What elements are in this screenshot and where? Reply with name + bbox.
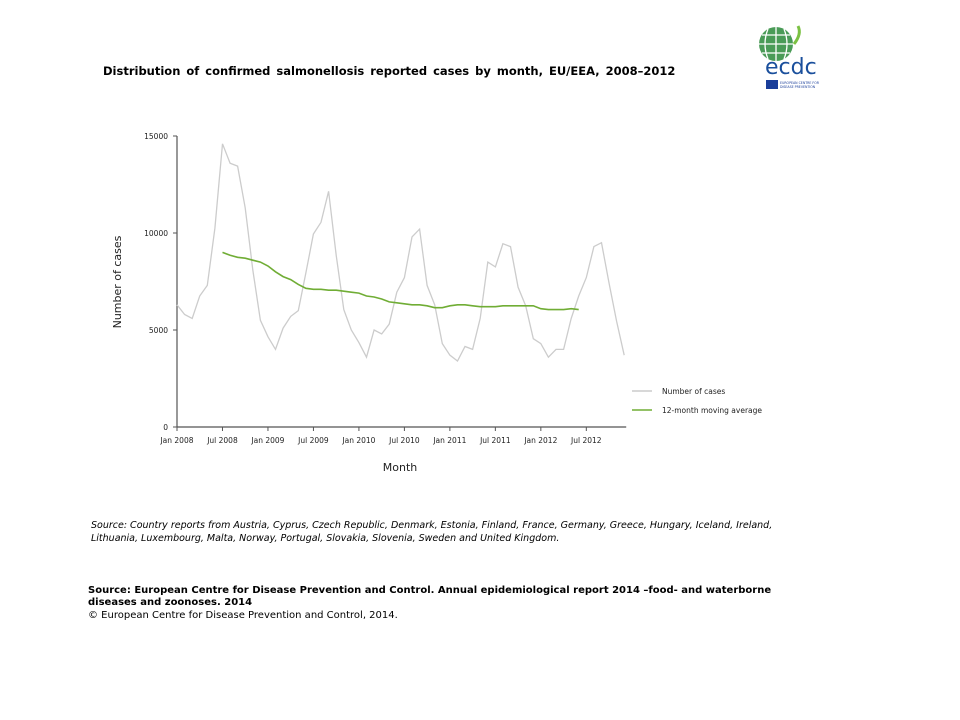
y-tick-label: 5000 [149, 326, 168, 335]
ecdc-logo: ecdc EUROPEAN CENTRE FOR DISEASE PREVENT… [748, 24, 838, 94]
x-tick-label: Jul 2012 [570, 436, 602, 445]
line-chart: 0 5000 10000 15000 Jan 2008 Jul 2008 Jan 2009 J… [111, 132, 762, 474]
y-axis-label: Number of cases [111, 235, 124, 328]
copyright: © European Centre for Disease Prevention… [88, 610, 398, 621]
series-line-cases [176, 143, 625, 362]
y-tick-label: 0 [163, 423, 168, 432]
legend-label: Number of cases [662, 387, 725, 396]
x-axis-label: Month [383, 461, 418, 474]
x-tick-label: Jul 2009 [297, 436, 329, 445]
svg-text:EUROPEAN CENTRE FOR: EUROPEAN CENTRE FOR [780, 81, 820, 85]
x-tick-label: Jul 2011 [479, 436, 511, 445]
series-line-moving-average [222, 251, 579, 311]
y-tick-label: 15000 [144, 132, 168, 141]
x-tick-label: Jan 2009 [250, 436, 284, 445]
x-tick-label: Jul 2010 [388, 436, 420, 445]
x-tick-label: Jan 2008 [159, 436, 193, 445]
legend-label: 12-month moving average [662, 406, 762, 415]
source-note: Source: Country reports from Austria, Cy… [91, 520, 773, 544]
source-citation: Source: European Centre for Disease Prev… [88, 585, 772, 608]
x-tick-label: Jan 2010 [341, 436, 375, 445]
x-tick-label: Jul 2008 [206, 436, 238, 445]
y-tick-label: 10000 [144, 229, 168, 238]
svg-text:ecdc: ecdc [765, 55, 817, 80]
x-tick-label: Jan 2011 [432, 436, 466, 445]
x-tick-label: Jan 2012 [523, 436, 557, 445]
page-title: Distribution of confirmed salmonellosis … [103, 64, 676, 78]
svg-text:DISEASE PREVENTION: DISEASE PREVENTION [780, 85, 816, 89]
